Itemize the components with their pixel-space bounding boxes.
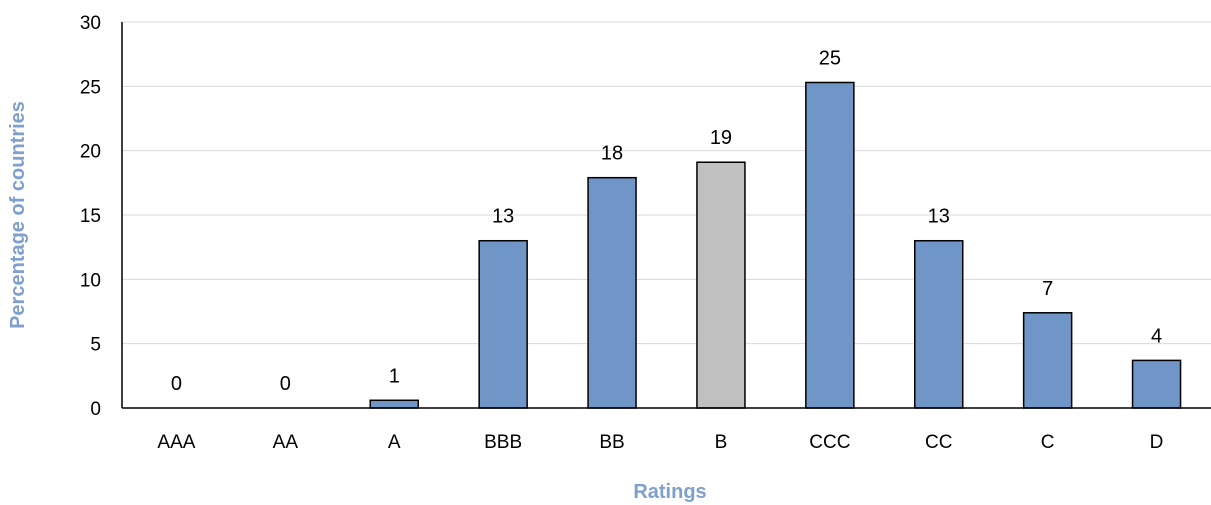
x-axis-title: Ratings [633, 481, 706, 503]
data-label-a: 1 [389, 365, 400, 387]
data-label-b: 19 [710, 127, 732, 149]
data-label-bb: 18 [601, 143, 623, 165]
bar-ccc [805, 81, 855, 409]
bar-d [1131, 359, 1182, 409]
x-tick-label-aa: AA [273, 432, 299, 453]
y-tick-label: 0 [90, 399, 101, 420]
x-tick-label-c: C [1041, 432, 1055, 453]
x-tick-label-bb: BB [599, 432, 624, 453]
bar-b [696, 161, 746, 409]
x-tick-label-a: A [388, 432, 401, 453]
y-tick-label: 20 [80, 142, 101, 163]
x-tick-label-cc: CC [925, 432, 952, 453]
data-label-bbb: 13 [492, 206, 514, 228]
y-tick-label: 5 [90, 335, 101, 356]
y-axis-title: Percentage of countries [7, 101, 29, 329]
bar-cc [914, 239, 964, 409]
data-label-aa: 0 [280, 373, 291, 395]
bar-bbb [478, 239, 528, 409]
x-tick-label-b: B [715, 432, 728, 453]
data-label-c: 7 [1042, 278, 1053, 300]
x-tick-label-aaa: AAA [157, 432, 195, 453]
y-tick-label: 15 [80, 206, 101, 227]
y-tick-label: 25 [80, 77, 101, 98]
x-tick-label-ccc: CCC [809, 432, 850, 453]
y-axis-ticks: 0 5 10 15 20 25 30 [80, 13, 101, 420]
bar-a [369, 399, 419, 409]
bar-c [1022, 312, 1073, 409]
data-label-aaa: 0 [171, 373, 182, 395]
data-labels: 0 0 1 13 18 19 25 13 7 4 [171, 47, 1162, 395]
x-axis-ticks: AAA AA A BBB BB B CCC CC C D [157, 432, 1163, 453]
data-label-cc: 13 [928, 206, 950, 228]
x-tick-label-bbb: BBB [484, 432, 522, 453]
data-label-d: 4 [1151, 325, 1162, 347]
x-tick-label-d: D [1150, 432, 1164, 453]
data-label-ccc: 25 [819, 47, 841, 69]
bar-bb [587, 176, 637, 409]
y-tick-label: 30 [80, 13, 101, 34]
bars [369, 81, 1182, 409]
y-tick-label: 10 [80, 270, 101, 291]
